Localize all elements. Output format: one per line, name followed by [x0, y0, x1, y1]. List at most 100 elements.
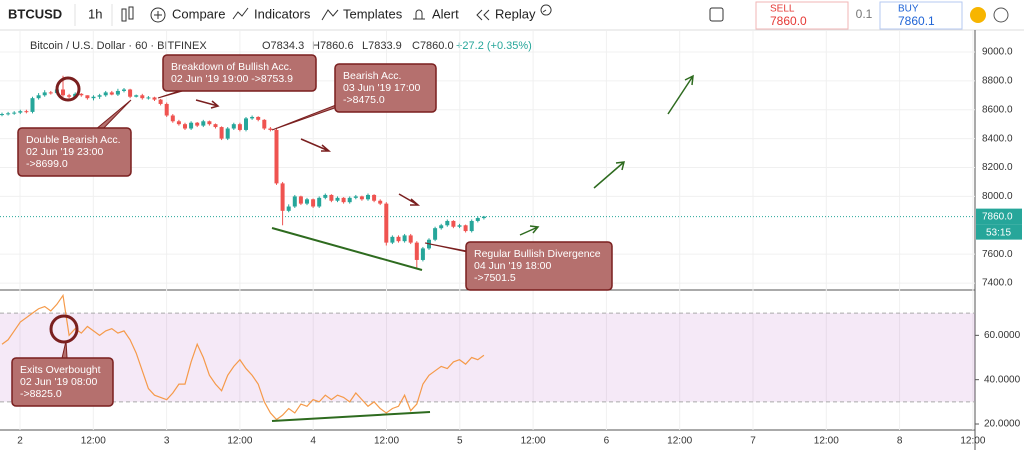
buy-price: 7860.1	[898, 14, 935, 28]
annotation-box	[11, 357, 114, 407]
candle-body	[103, 92, 108, 96]
y-tick-label: 8000.0	[982, 191, 1013, 202]
candle-body	[176, 121, 181, 125]
candle-body	[353, 196, 358, 198]
candle-body	[128, 89, 133, 97]
x-tick-label: 2	[17, 436, 23, 447]
candle-body	[268, 128, 273, 130]
last-price-tag	[976, 208, 1022, 225]
replay-button[interactable]: Replay	[495, 6, 536, 21]
countdown-tag	[976, 224, 1022, 240]
annotation-text: ->8699.0	[26, 158, 68, 170]
y-tick-label: 9000.0	[982, 47, 1013, 58]
candle-body	[366, 194, 370, 200]
candle-body	[0, 114, 4, 116]
rsi-line	[1, 293, 485, 421]
candle-body	[225, 128, 230, 139]
candle-body	[24, 111, 29, 113]
annotation-box	[465, 241, 613, 291]
settings-icon[interactable]	[993, 7, 1009, 23]
last-price-label: 7860.0	[982, 211, 1013, 222]
interval[interactable]: 1h	[88, 6, 102, 21]
annotation-box	[17, 127, 132, 177]
annotation-text: 02 Jun '19 08:00	[20, 376, 97, 388]
candle-body	[390, 236, 395, 243]
x-tick-label: 12:00	[814, 436, 839, 447]
x-tick-label: 8	[897, 436, 903, 447]
templates-button[interactable]: Templates	[343, 6, 403, 21]
candle-body	[475, 218, 480, 221]
candle-body	[329, 194, 334, 201]
ohlc-close: C7860.0	[412, 40, 454, 52]
candle-body	[439, 225, 444, 229]
candle-body	[378, 200, 383, 204]
annotation-text: Double Bearish Acc.	[26, 134, 121, 146]
candle-body	[79, 93, 84, 96]
rsi-band	[0, 313, 975, 402]
candle-body	[109, 92, 114, 95]
candle-body	[158, 99, 163, 104]
ohlc-low: L7833.9	[362, 40, 402, 52]
candle-body	[481, 216, 486, 219]
countdown: 53:15	[986, 227, 1011, 238]
candle-body	[36, 95, 41, 99]
y-tick-label: 8200.0	[982, 162, 1013, 173]
candle-body	[445, 220, 450, 226]
candle-body	[469, 220, 474, 232]
y-tick-label: 7600.0	[982, 249, 1013, 260]
candle-body	[152, 97, 157, 100]
buy-button[interactable]	[879, 1, 963, 30]
candle-body	[347, 197, 352, 203]
symbol[interactable]: BTCUSD	[8, 6, 62, 21]
candle-body	[146, 97, 151, 99]
candle-body	[207, 121, 212, 125]
x-tick-label: 12:00	[960, 436, 985, 447]
annotation-text: Breakdown of Bullish Acc.	[171, 61, 292, 73]
candle-body	[183, 124, 187, 129]
candle-body	[164, 103, 169, 116]
candle-body	[115, 90, 120, 95]
compare-button[interactable]: Compare	[172, 6, 225, 21]
chart-title: Bitcoin / U.S. Dollar · 60 · BITFINEX	[30, 40, 207, 52]
candle-body	[433, 228, 438, 240]
candle-body	[292, 196, 297, 207]
x-tick-label: 6	[604, 436, 610, 447]
candle-body	[457, 225, 462, 227]
candle-body	[231, 124, 236, 129]
candle-body	[396, 236, 401, 242]
x-tick-label: 5	[457, 436, 463, 447]
sell-label: SELL	[770, 4, 795, 15]
x-tick-label: 12:00	[81, 436, 106, 447]
candle-body	[274, 129, 279, 184]
candle-body	[67, 95, 72, 97]
indicators-button[interactable]: Indicators	[254, 6, 311, 21]
lightbulb-icon[interactable]	[970, 7, 986, 23]
drawings	[49, 74, 694, 422]
y-tick-label: 60.0000	[984, 330, 1021, 341]
candle-body	[256, 116, 261, 120]
annotation-text: Bearish Acc.	[343, 70, 401, 82]
buy-label: BUY	[898, 4, 919, 15]
candle-body	[91, 96, 96, 99]
candle-body	[30, 98, 35, 112]
annotation-text: 02 Jun '19 23:00	[26, 146, 103, 158]
sell-button[interactable]	[755, 1, 849, 30]
candle-body	[6, 113, 11, 115]
candle-body	[195, 122, 200, 126]
y-tick-label: 7400.0	[982, 278, 1013, 289]
candle-body	[42, 92, 47, 96]
y-tick-label: 40.0000	[984, 374, 1021, 385]
annotation-text: 03 Jun '19 17:00	[343, 82, 420, 94]
candle-body	[280, 183, 285, 211]
annotation-text: ->8825.0	[20, 388, 62, 400]
alert-button[interactable]: Alert	[432, 6, 459, 21]
candle-body	[122, 89, 126, 91]
candle-body	[170, 115, 175, 122]
candle-body	[323, 194, 328, 198]
candle-body	[12, 112, 17, 114]
candle-body	[298, 196, 303, 204]
x-tick-label: 12:00	[374, 436, 399, 447]
